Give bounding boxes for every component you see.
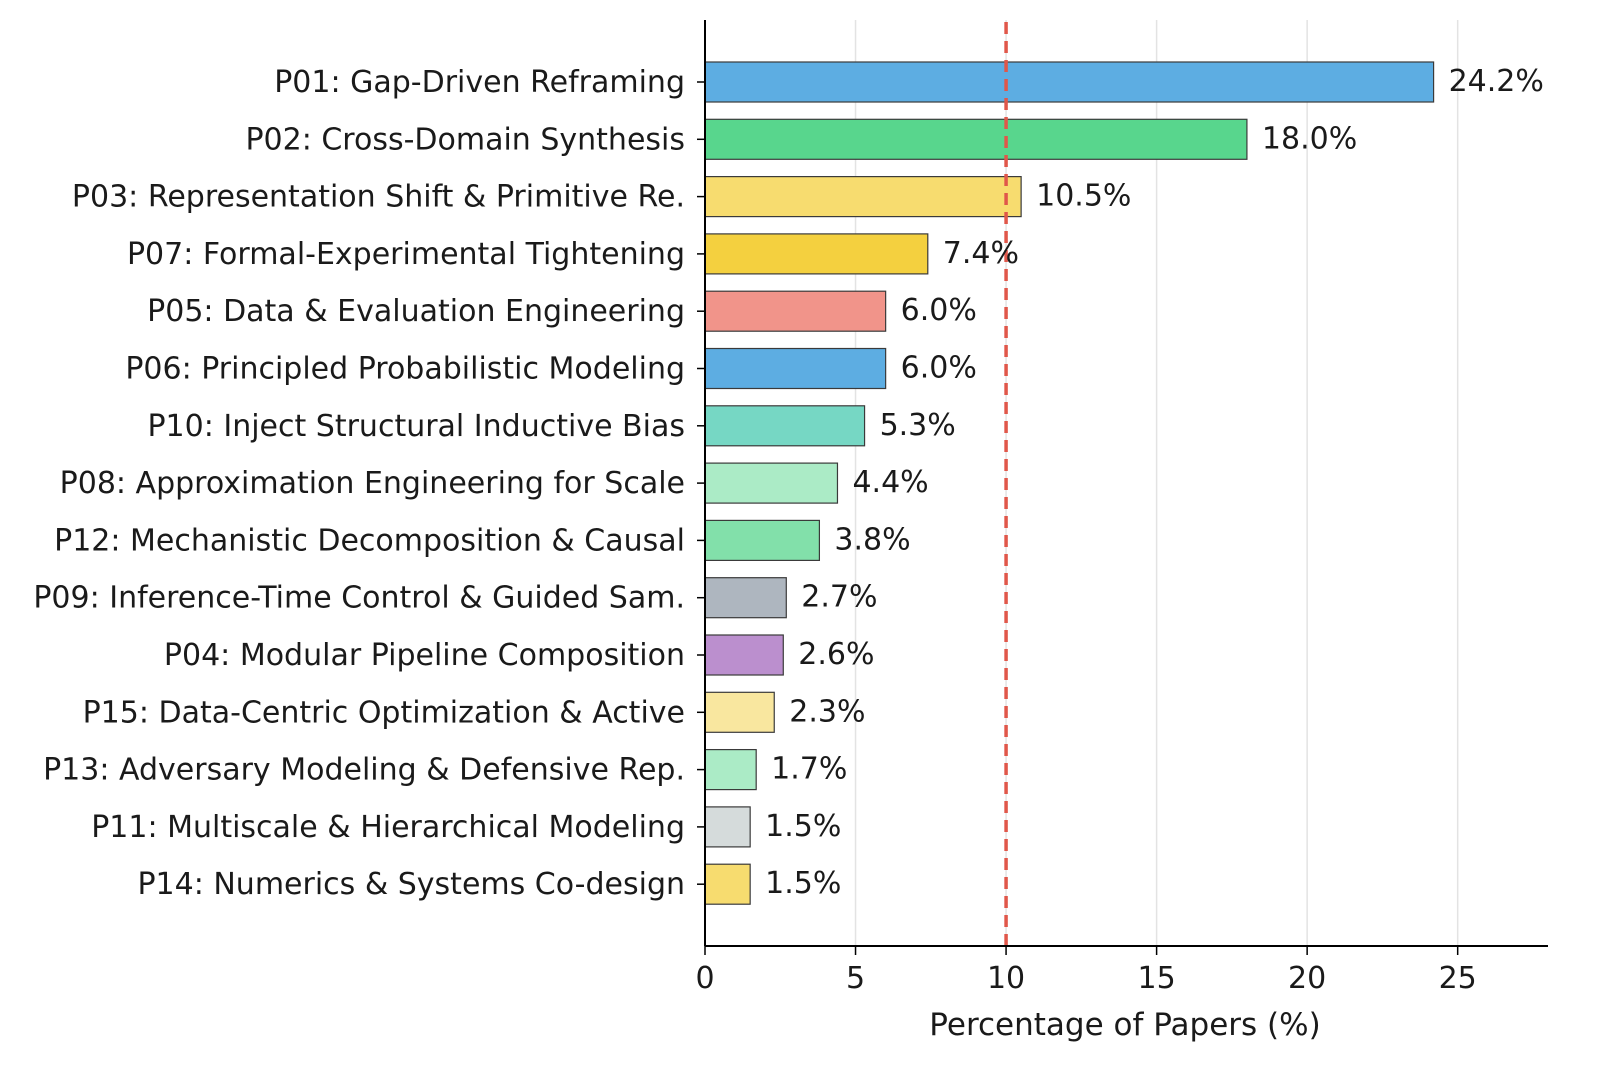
category-label: P07: Formal-Experimental Tightening xyxy=(127,237,685,272)
bar xyxy=(704,806,751,848)
value-label: 7.4% xyxy=(943,236,1019,271)
bar xyxy=(704,577,787,619)
category-label: P01: Gap-Driven Reframing xyxy=(274,65,685,100)
value-label: 10.5% xyxy=(1036,179,1131,214)
bar xyxy=(704,290,887,332)
bar xyxy=(704,347,887,390)
category-label: P15: Data-Centric Optimization & Active xyxy=(83,695,685,730)
value-label: 1.5% xyxy=(765,866,841,901)
bar xyxy=(704,61,1435,103)
value-label: 1.7% xyxy=(771,752,847,787)
bar xyxy=(704,118,1248,160)
category-label: P11: Multiscale & Hierarchical Modeling xyxy=(91,810,685,845)
value-label: 2.3% xyxy=(789,694,865,729)
value-label: 5.3% xyxy=(880,408,956,443)
bar xyxy=(704,863,751,905)
value-label: 24.2% xyxy=(1449,64,1544,99)
axes xyxy=(697,20,1548,955)
category-label: P14: Numerics & Systems Co-design xyxy=(137,867,685,902)
value-label: 3.8% xyxy=(834,522,910,557)
category-label: P13: Adversary Modeling & Defensive Rep. xyxy=(43,753,685,788)
bar xyxy=(704,405,866,447)
bar xyxy=(704,748,757,791)
bar xyxy=(704,691,775,733)
bar xyxy=(704,233,929,275)
value-label: 1.5% xyxy=(765,809,841,844)
bar xyxy=(704,462,839,504)
value-label: 6.0% xyxy=(901,351,977,386)
value-label: 6.0% xyxy=(901,293,977,328)
category-label: P10: Inject Structural Inductive Bias xyxy=(147,409,685,444)
category-label: P04: Modular Pipeline Composition xyxy=(164,638,685,673)
value-label: 2.6% xyxy=(798,637,874,672)
bar xyxy=(704,176,1022,218)
category-label: P02: Cross-Domain Synthesis xyxy=(245,122,685,157)
category-label: P05: Data & Evaluation Engineering xyxy=(147,294,685,329)
category-label: P08: Approximation Engineering for Scale xyxy=(60,466,685,501)
x-tick-label: 10 xyxy=(987,961,1025,996)
value-label: 4.4% xyxy=(852,465,928,500)
category-label: P09: Inference-Time Control & Guided Sam… xyxy=(33,581,685,616)
value-label: 18.0% xyxy=(1262,121,1357,156)
value-label: 2.7% xyxy=(801,580,877,615)
x-axis-title: Percentage of Papers (%) xyxy=(929,1007,1320,1043)
x-tick-label: 25 xyxy=(1439,961,1477,996)
labels: 0 5 10 15 20 25 P01: Gap-Driven Reframing 24.2%… xyxy=(33,64,1544,996)
x-tick-label: 15 xyxy=(1138,961,1176,996)
x-tick-label: 5 xyxy=(846,961,865,996)
category-label: P03: Representation Shift & Primitive Re… xyxy=(72,180,685,215)
category-label: P06: Principled Probabilistic Modeling xyxy=(125,352,685,387)
x-tick-label: 0 xyxy=(695,961,714,996)
category-label: P12: Mechanistic Decomposition & Causal xyxy=(54,523,685,558)
x-tick-label: 20 xyxy=(1288,961,1326,996)
bar xyxy=(704,519,821,562)
bar xyxy=(704,634,784,676)
